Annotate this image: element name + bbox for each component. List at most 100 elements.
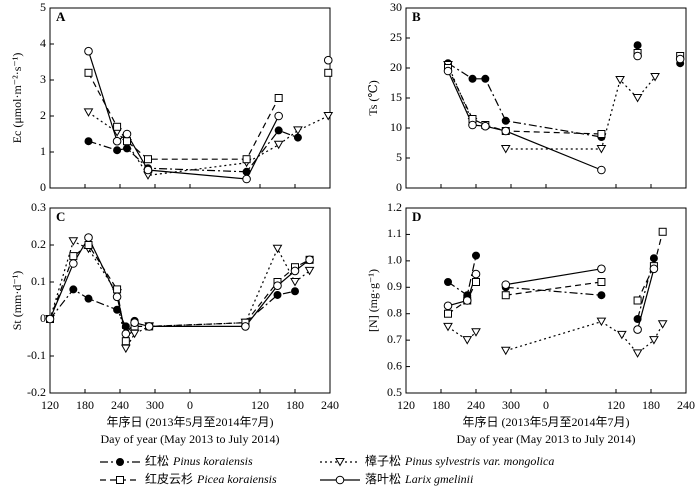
marker (597, 130, 606, 138)
x-tick-label: 120 (607, 398, 625, 412)
marker (501, 280, 511, 289)
marker (649, 336, 659, 345)
marker (444, 309, 452, 318)
marker (116, 476, 124, 484)
series-line (448, 59, 680, 170)
legend-label: 红松 Pinus koraiensis (145, 453, 253, 468)
legend-latin: Larix gmelinii (404, 472, 473, 486)
legend-label: 樟子松 Pinus sylvestris var. mongolica (365, 453, 554, 468)
y-tick-label: 1.0 (387, 253, 402, 267)
y-tick-label: 0.5 (387, 385, 402, 399)
marker (273, 140, 284, 150)
marker (443, 66, 453, 76)
marker (274, 126, 283, 135)
marker (675, 54, 685, 64)
x-tick-label: 180 (76, 398, 94, 412)
marker (500, 145, 511, 154)
marker (120, 344, 131, 354)
marker (84, 233, 93, 242)
marker (597, 264, 606, 274)
x-tick-label: 0 (187, 398, 193, 412)
legend-label: 落叶松 Larix gmelinii (365, 472, 473, 486)
panel-label: B (412, 9, 421, 24)
y-tick-label: -0.1 (27, 348, 46, 362)
marker (113, 146, 122, 155)
y-tick-label: 0.9 (387, 279, 402, 293)
y-tick-label: -0.2 (27, 385, 46, 399)
marker (658, 227, 667, 236)
marker (84, 241, 93, 249)
marker (335, 458, 345, 467)
x-tick-label: 180 (286, 398, 304, 412)
marker (468, 120, 477, 130)
marker (121, 329, 131, 339)
marker (144, 322, 154, 331)
x-tick-label: 300 (146, 398, 164, 412)
x-axis-label: 年序日 (2013年5月至2014年7月) (107, 414, 274, 429)
series-line (49, 288, 296, 328)
marker (657, 320, 668, 329)
marker (123, 137, 131, 146)
x-tick-label: 240 (111, 398, 129, 412)
marker (444, 278, 452, 286)
x-tick-label: 120 (251, 398, 269, 412)
y-tick-label: 0.2 (31, 237, 46, 251)
marker (143, 165, 153, 175)
y-tick-label: 2 (40, 108, 46, 122)
marker (112, 292, 122, 302)
marker (242, 167, 251, 176)
marker (472, 251, 480, 260)
y-tick-label: 25 (390, 30, 402, 44)
marker (122, 129, 132, 139)
marker (69, 252, 78, 261)
panel-label: C (56, 209, 65, 224)
marker (597, 165, 606, 175)
marker (615, 76, 625, 85)
marker (113, 122, 122, 131)
y-axis-label: Ec (μmol·m⁻²·s⁻¹) (10, 53, 24, 144)
marker (323, 55, 333, 65)
marker (633, 315, 642, 323)
marker (84, 46, 93, 56)
legend-name: 红皮云杉 (145, 471, 193, 486)
x-tick-label: 240 (677, 398, 695, 412)
y-tick-label: 1 (40, 144, 46, 158)
marker (274, 111, 283, 121)
marker (481, 74, 490, 83)
marker (144, 155, 152, 164)
marker (462, 336, 473, 345)
marker (272, 244, 283, 254)
marker (471, 269, 481, 279)
marker (616, 330, 627, 340)
x-tick-label: 0 (543, 398, 549, 412)
y-tick-label: 3 (40, 72, 46, 86)
marker (632, 349, 643, 358)
marker (113, 285, 122, 294)
series-line (89, 51, 329, 179)
marker (45, 314, 55, 324)
marker (596, 317, 607, 327)
y-tick-label: 0.1 (31, 274, 46, 288)
series-line (447, 255, 655, 320)
marker (632, 94, 643, 103)
y-tick-label: 0.7 (387, 332, 402, 346)
plot-frame (405, 7, 687, 189)
series-line (447, 231, 664, 315)
y-axis-label: St (mm·d⁻¹) (10, 271, 24, 331)
panel-label: D (412, 209, 421, 224)
x-tick-label: 180 (642, 398, 660, 412)
marker (291, 287, 299, 296)
marker (597, 291, 606, 300)
legend-latin: Pinus koraiensis (172, 454, 253, 468)
y-axis-label: [N] (mg·g⁻¹) (366, 269, 380, 332)
marker (293, 133, 302, 142)
legend-latin: Pinus sylvestris var. mongolica (404, 454, 554, 468)
marker (649, 264, 659, 274)
x-tick-label: 240 (321, 398, 339, 412)
panel-label: A (56, 9, 66, 24)
marker (84, 68, 93, 77)
legend-name: 红松 (145, 453, 169, 468)
marker (130, 318, 139, 328)
legend-latin: Picea koraiensis (196, 472, 277, 486)
marker (129, 329, 140, 339)
